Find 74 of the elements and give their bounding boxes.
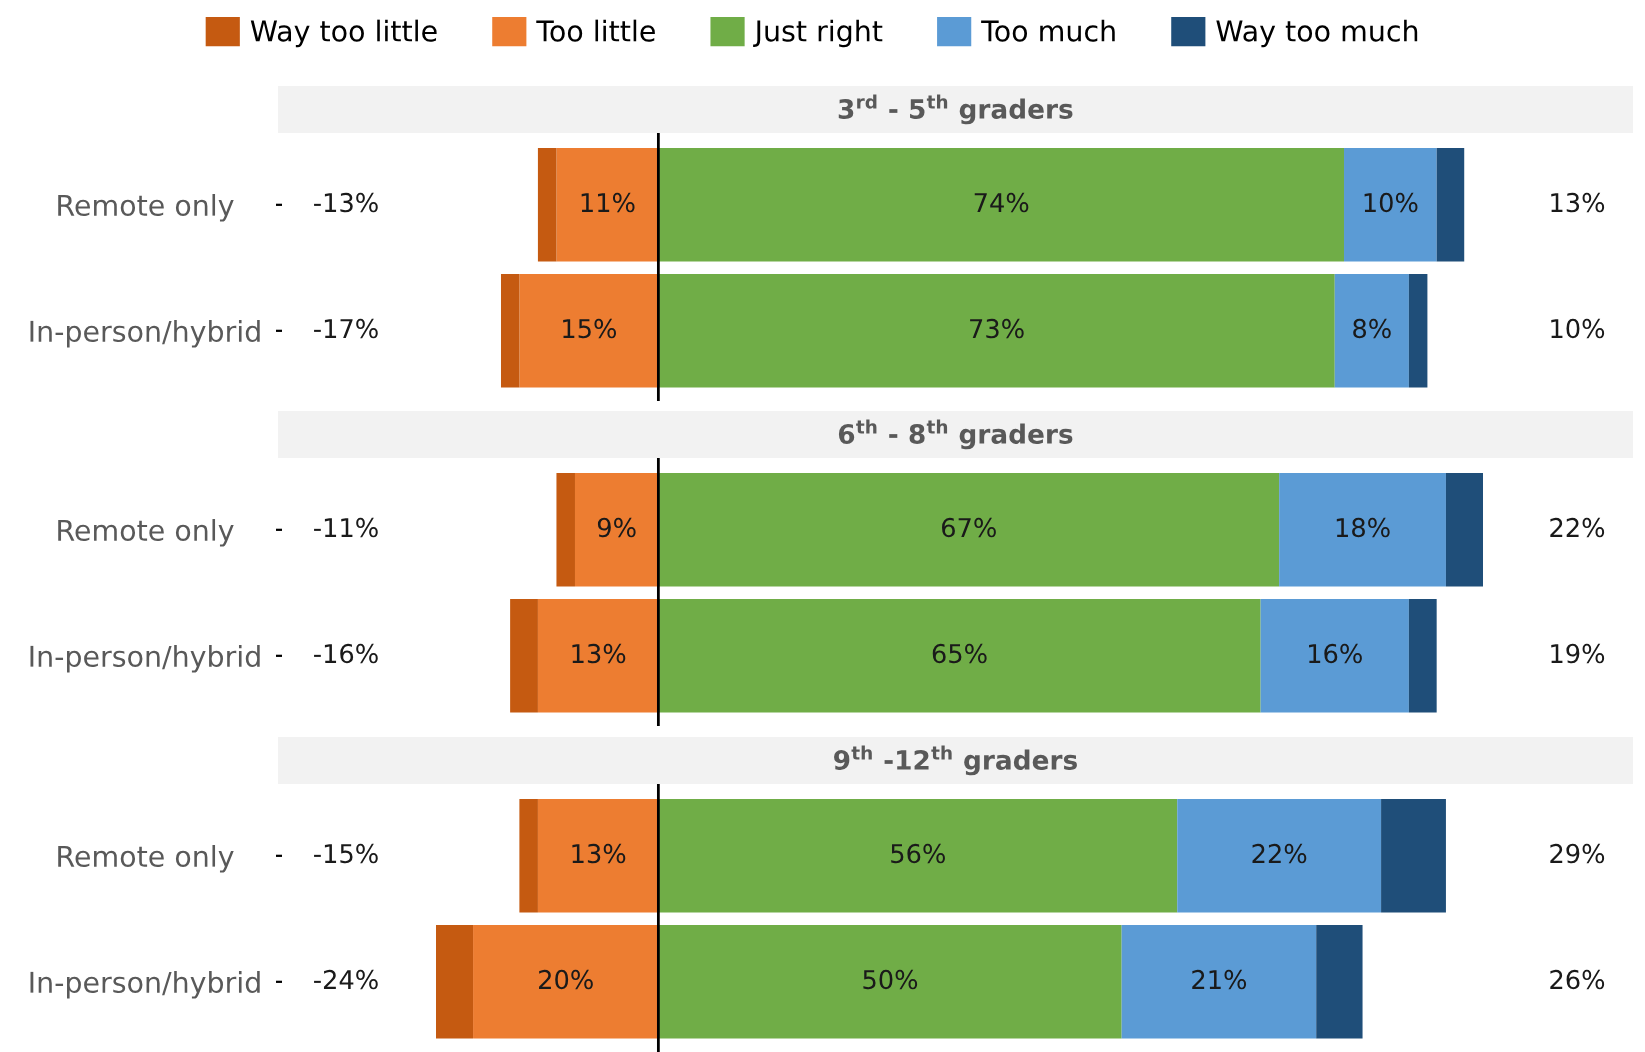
bar	[473, 925, 659, 1039]
bar	[574, 473, 659, 587]
annotation: 9%	[597, 517, 636, 538]
y-tick-label: In-person/hybrid	[30, 320, 260, 348]
text: 29%	[1550, 843, 1605, 864]
bar	[658, 925, 1122, 1039]
text: -16%	[314, 643, 378, 664]
text: -17%	[314, 318, 378, 339]
bar	[1279, 473, 1446, 587]
text: -24%	[314, 969, 378, 990]
bar	[658, 274, 1335, 388]
bar	[1260, 599, 1409, 713]
annotation: 15%	[563, 318, 617, 339]
bar	[556, 148, 659, 262]
text: -15%	[314, 843, 378, 864]
bar	[1121, 925, 1317, 1039]
chart-title: 3$^{rd}$ - 5$^{th}$ graders	[838, 94, 1073, 125]
bar	[510, 599, 538, 713]
data-label: 73%	[970, 318, 1024, 339]
data-label: 8%	[1353, 318, 1391, 339]
text: 19%	[1551, 643, 1605, 664]
y-tick-label: In-person/hybrid	[30, 971, 260, 999]
bar	[537, 148, 557, 262]
chart-title: 6$^{th}$ - 8$^{th}$ graders	[838, 419, 1073, 450]
data-label: 65%	[932, 643, 987, 664]
annotation: 11%	[581, 192, 635, 213]
legend-label: Just right	[753, 19, 883, 48]
bar	[658, 148, 1345, 262]
bar	[1408, 599, 1437, 713]
bar	[537, 799, 659, 913]
bar	[1436, 148, 1465, 262]
annotation: 13%	[572, 643, 626, 664]
bar	[436, 925, 474, 1039]
text: 10%	[1551, 318, 1605, 339]
bar	[1381, 799, 1446, 913]
data-label: 10%	[1364, 192, 1418, 213]
bar	[1334, 274, 1409, 388]
data-label: 22%	[1252, 843, 1307, 864]
text: 13%	[1551, 192, 1605, 213]
data-label: 56%	[891, 843, 945, 864]
data-label: 74%	[974, 192, 1029, 213]
y-tick-label: Remote only	[58, 519, 234, 547]
data-label: 50%	[863, 969, 918, 990]
data-label: 18%	[1336, 517, 1390, 538]
annotation: 20%	[539, 969, 593, 990]
bar	[519, 799, 538, 913]
data-label: 21%	[1192, 969, 1247, 990]
bar	[1177, 799, 1382, 913]
bar	[658, 599, 1261, 713]
bar	[556, 473, 575, 587]
bar	[658, 473, 1280, 587]
bar	[1408, 274, 1428, 388]
data-label: 16%	[1309, 643, 1362, 664]
legend-label: Too much	[981, 19, 1115, 42]
annotation: 13%	[572, 843, 626, 864]
bar	[1445, 473, 1483, 587]
bar	[1344, 148, 1437, 262]
text: -11%	[314, 517, 378, 538]
legend-label: Way too little	[250, 19, 437, 48]
data-label: 67%	[942, 517, 996, 538]
y-tick-label: In-person/hybrid	[30, 645, 260, 673]
bar	[1316, 925, 1363, 1039]
bar	[537, 599, 659, 713]
text: 22%	[1550, 517, 1605, 538]
y-tick-label: Remote only	[58, 845, 234, 873]
text: -13%	[314, 192, 378, 213]
bar	[500, 274, 520, 388]
chart-title: 9$^{th}$ -12$^{th}$ graders	[834, 745, 1077, 776]
legend-label: Too little	[536, 19, 655, 42]
legend-label: Way too much	[1216, 19, 1418, 48]
y-tick-label: Remote only	[58, 194, 234, 222]
bar	[519, 274, 659, 388]
bar	[658, 799, 1178, 913]
text: 26%	[1550, 969, 1605, 990]
